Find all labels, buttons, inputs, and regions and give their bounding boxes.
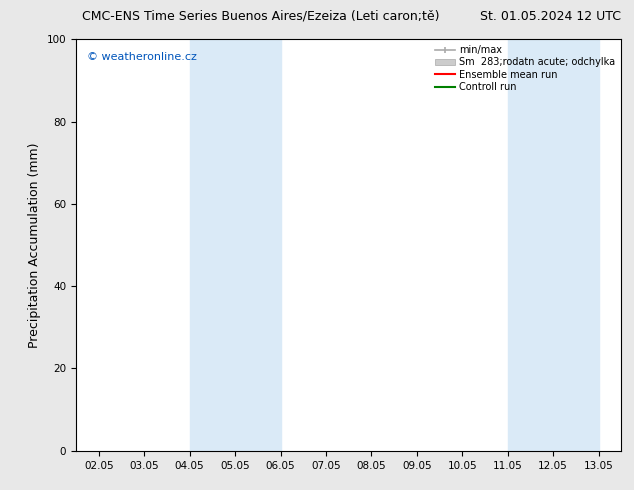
- Bar: [190, 39, 280, 451]
- Bar: [508, 39, 598, 451]
- Text: St. 01.05.2024 12 UTC: St. 01.05.2024 12 UTC: [481, 10, 621, 23]
- Text: © weatheronline.cz: © weatheronline.cz: [87, 51, 197, 62]
- Text: CMC-ENS Time Series Buenos Aires/Ezeiza (Leti caron;tě): CMC-ENS Time Series Buenos Aires/Ezeiza …: [82, 10, 440, 23]
- Legend: min/max, Sm  283;rodatn acute; odchylka, Ensemble mean run, Controll run: min/max, Sm 283;rodatn acute; odchylka, …: [432, 42, 618, 95]
- Y-axis label: Precipitation Accumulation (mm): Precipitation Accumulation (mm): [28, 142, 41, 348]
